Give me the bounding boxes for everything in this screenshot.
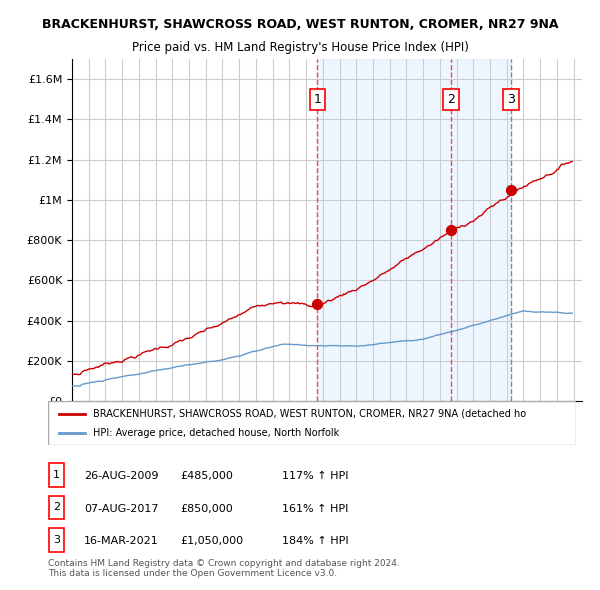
- Text: 07-AUG-2017: 07-AUG-2017: [84, 504, 158, 514]
- Text: 2: 2: [447, 93, 455, 106]
- Text: BRACKENHURST, SHAWCROSS ROAD, WEST RUNTON, CROMER, NR27 9NA (detached ho: BRACKENHURST, SHAWCROSS ROAD, WEST RUNTO…: [93, 409, 526, 418]
- Text: 3: 3: [53, 535, 60, 545]
- Text: £485,000: £485,000: [180, 471, 233, 481]
- Text: 1: 1: [53, 470, 60, 480]
- Text: 184% ↑ HPI: 184% ↑ HPI: [282, 536, 349, 546]
- Text: 3: 3: [507, 93, 515, 106]
- FancyBboxPatch shape: [48, 401, 576, 445]
- FancyBboxPatch shape: [49, 496, 64, 519]
- Point: [446, 225, 456, 235]
- Text: Price paid vs. HM Land Registry's House Price Index (HPI): Price paid vs. HM Land Registry's House …: [131, 41, 469, 54]
- Text: BRACKENHURST, SHAWCROSS ROAD, WEST RUNTON, CROMER, NR27 9NA: BRACKENHURST, SHAWCROSS ROAD, WEST RUNTO…: [42, 18, 558, 31]
- Point: [313, 299, 322, 309]
- Text: 117% ↑ HPI: 117% ↑ HPI: [282, 471, 349, 481]
- Text: 16-MAR-2021: 16-MAR-2021: [84, 536, 159, 546]
- Text: 1: 1: [313, 93, 321, 106]
- Text: £1,050,000: £1,050,000: [180, 536, 243, 546]
- Text: 26-AUG-2009: 26-AUG-2009: [84, 471, 158, 481]
- Point: [506, 185, 516, 195]
- Bar: [317, 59, 511, 401]
- Text: £850,000: £850,000: [180, 504, 233, 514]
- Text: 161% ↑ HPI: 161% ↑ HPI: [282, 504, 349, 514]
- Text: 2: 2: [53, 503, 60, 512]
- FancyBboxPatch shape: [49, 528, 64, 552]
- FancyBboxPatch shape: [49, 463, 64, 487]
- Text: Contains HM Land Registry data © Crown copyright and database right 2024.
This d: Contains HM Land Registry data © Crown c…: [48, 559, 400, 578]
- Text: HPI: Average price, detached house, North Norfolk: HPI: Average price, detached house, Nort…: [93, 428, 339, 438]
